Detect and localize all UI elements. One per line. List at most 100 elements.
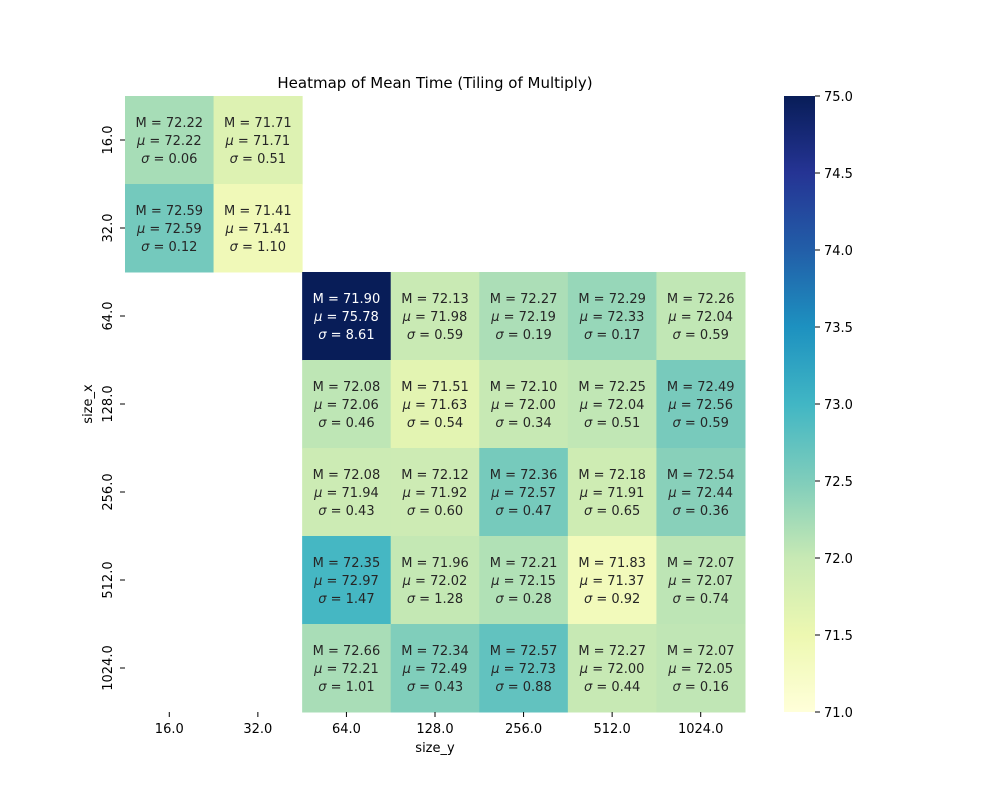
colorbar-tick-label: 74.5 xyxy=(824,167,853,182)
cell-label-mu: μ = 72.22 xyxy=(136,134,202,149)
cell-label-sigma: σ = 0.88 xyxy=(495,680,551,695)
cell-label-mu: μ = 72.59 xyxy=(136,222,202,237)
cell-label-mu: μ = 72.05 xyxy=(667,662,733,677)
cell-label-mu: μ = 72.02 xyxy=(402,574,468,589)
cell-label-sigma: σ = 0.06 xyxy=(141,152,197,167)
x-tick-label: 1024.0 xyxy=(678,722,724,737)
heatmap-cell xyxy=(479,536,569,625)
cell-label-sigma: σ = 1.10 xyxy=(230,240,286,255)
cell-label-mu: μ = 72.04 xyxy=(667,310,733,325)
heatmap-cell xyxy=(213,96,303,185)
cell-label-M: M = 71.41 xyxy=(224,204,292,219)
heatmap-cell xyxy=(302,536,392,625)
heatmap-cell xyxy=(302,360,392,449)
heatmap-cell xyxy=(125,184,215,273)
cell-label-sigma: σ = 0.19 xyxy=(495,328,551,343)
cell-label-mu: μ = 72.00 xyxy=(579,662,645,677)
heatmap-cell xyxy=(213,184,303,273)
cell-label-sigma: σ = 0.43 xyxy=(407,680,463,695)
chart-title: Heatmap of Mean Time (Tiling of Multiply… xyxy=(277,74,592,92)
cell-label-sigma: σ = 0.28 xyxy=(495,592,551,607)
cell-label-M: M = 72.26 xyxy=(667,292,735,307)
cell-label-M: M = 72.66 xyxy=(313,644,381,659)
cell-label-sigma: σ = 0.47 xyxy=(495,504,551,519)
heatmap-cell xyxy=(390,360,480,449)
cell-label-sigma: σ = 0.60 xyxy=(407,504,463,519)
heatmap-cell xyxy=(567,624,657,713)
heatmap-cell xyxy=(567,536,657,625)
cell-label-M: M = 72.21 xyxy=(490,556,558,571)
cell-label-sigma: σ = 0.12 xyxy=(141,240,197,255)
heatmap-cell xyxy=(656,448,746,537)
cell-label-mu: μ = 71.94 xyxy=(313,486,379,501)
cell-label-mu: μ = 72.21 xyxy=(313,662,379,677)
cell-label-M: M = 72.35 xyxy=(313,556,381,571)
cell-label-M: M = 72.54 xyxy=(667,468,735,483)
cell-label-sigma: σ = 0.59 xyxy=(673,328,729,343)
cell-label-sigma: σ = 1.28 xyxy=(407,592,463,607)
cell-label-M: M = 72.27 xyxy=(490,292,558,307)
cell-label-sigma: σ = 0.92 xyxy=(584,592,640,607)
cell-label-sigma: σ = 0.43 xyxy=(318,504,374,519)
heatmap-cell xyxy=(390,272,480,361)
colorbar-tick-label: 71.5 xyxy=(824,629,853,644)
cell-label-mu: μ = 72.73 xyxy=(490,662,556,677)
heatmap-cell xyxy=(302,624,392,713)
cell-label-M: M = 72.07 xyxy=(667,556,735,571)
y-tick-label: 1024.0 xyxy=(101,645,116,691)
cell-label-sigma: σ = 0.46 xyxy=(318,416,374,431)
cell-label-M: M = 72.34 xyxy=(401,644,469,659)
heatmap-cell xyxy=(567,360,657,449)
cell-label-sigma: σ = 0.51 xyxy=(584,416,640,431)
y-tick-label: 16.0 xyxy=(101,126,116,155)
cell-label-sigma: σ = 0.34 xyxy=(495,416,551,431)
cell-label-mu: μ = 72.97 xyxy=(313,574,379,589)
cell-label-M: M = 71.71 xyxy=(224,116,292,131)
cell-label-mu: μ = 71.71 xyxy=(225,134,291,149)
x-tick-label: 16.0 xyxy=(155,722,184,737)
y-tick-label: 256.0 xyxy=(101,473,116,510)
heatmap-cell xyxy=(302,272,392,361)
y-tick-label: 128.0 xyxy=(101,385,116,422)
colorbar-tick-label: 72.5 xyxy=(824,475,853,490)
heatmap-cell xyxy=(479,624,569,713)
cell-label-mu: μ = 72.04 xyxy=(579,398,645,413)
cell-label-M: M = 72.08 xyxy=(313,380,381,395)
colorbar-tick-label: 73.5 xyxy=(824,321,853,336)
cell-label-M: M = 72.13 xyxy=(401,292,469,307)
y-axis-label: size_x xyxy=(81,384,96,424)
colorbar-ticks: 71.0 71.5 72.0 72.5 73.0 73.5 74.0 74.5 75.0 xyxy=(815,90,853,721)
cell-label-M: M = 72.12 xyxy=(401,468,469,483)
heatmap-cell xyxy=(656,272,746,361)
heatmap-cell xyxy=(567,272,657,361)
cell-label-mu: μ = 71.41 xyxy=(225,222,291,237)
cell-label-sigma: σ = 1.01 xyxy=(318,680,374,695)
x-tick-label: 512.0 xyxy=(594,722,631,737)
cell-label-M: M = 72.29 xyxy=(578,292,646,307)
cell-label-mu: μ = 72.49 xyxy=(402,662,468,677)
x-axis-ticks: 16.0 32.0 64.0 128.0 256.0 512.0 1024.0 xyxy=(155,712,724,737)
cell-label-sigma: σ = 0.44 xyxy=(584,680,640,695)
colorbar-tick-label: 74.0 xyxy=(824,244,853,259)
cell-label-mu: μ = 71.92 xyxy=(402,486,468,501)
x-tick-label: 32.0 xyxy=(243,722,272,737)
cell-label-mu: μ = 72.19 xyxy=(490,310,556,325)
cell-label-sigma: σ = 0.36 xyxy=(673,504,729,519)
cell-label-mu: μ = 72.07 xyxy=(667,574,733,589)
y-tick-label: 64.0 xyxy=(101,302,116,331)
cell-label-sigma: σ = 0.17 xyxy=(584,328,640,343)
cell-label-M: M = 72.25 xyxy=(578,380,646,395)
y-tick-label: 512.0 xyxy=(101,561,116,598)
cell-label-mu: μ = 72.15 xyxy=(490,574,556,589)
heatmap-cell xyxy=(479,360,569,449)
cell-label-sigma: σ = 0.54 xyxy=(407,416,463,431)
y-tick-label: 32.0 xyxy=(101,214,116,243)
cell-label-sigma: σ = 0.74 xyxy=(673,592,729,607)
cell-label-sigma: σ = 0.59 xyxy=(407,328,463,343)
cell-label-sigma: σ = 0.16 xyxy=(673,680,729,695)
cell-label-sigma: σ = 0.51 xyxy=(230,152,286,167)
x-tick-label: 128.0 xyxy=(416,722,453,737)
heatmap-cell xyxy=(390,624,480,713)
colorbar-tick-label: 75.0 xyxy=(824,90,853,105)
cell-label-mu: μ = 72.57 xyxy=(490,486,556,501)
